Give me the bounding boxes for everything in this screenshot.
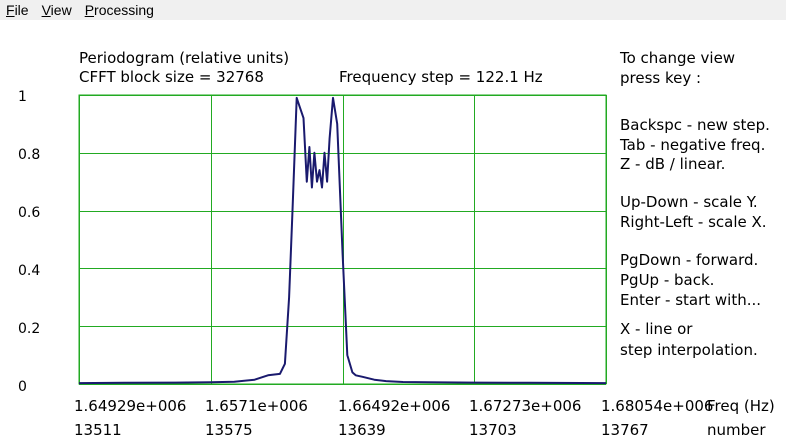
block-size-label: CFFT block size = 32768 xyxy=(79,68,264,86)
y-tick-label: 0.8 xyxy=(18,147,41,163)
help-line: Tab - negative freq. xyxy=(620,136,766,154)
chart-title: Periodogram (relative units) xyxy=(79,49,290,67)
x-tick-label: 1.68054e+006 xyxy=(601,397,714,415)
x-tick-label: 1.6571e+006 xyxy=(205,397,308,415)
menu-view[interactable]: View xyxy=(41,2,72,18)
menu-processing[interactable]: Processing xyxy=(84,2,154,18)
help-line: Backspc - new step. xyxy=(620,116,770,134)
help-line: Z - dB / linear. xyxy=(620,155,726,173)
y-tick-label: 0.6 xyxy=(18,205,41,221)
y-tick-label: 0.2 xyxy=(18,321,41,337)
menu-file[interactable]: File xyxy=(6,2,29,18)
x-axis-label: Freq (Hz) xyxy=(707,397,775,415)
help-line: Right-Left - scale X. xyxy=(620,213,767,231)
bin-axis-label: number xyxy=(707,421,766,439)
x-tick-label: 1.66492e+006 xyxy=(338,397,451,415)
help-line: X - line or xyxy=(620,320,693,338)
frequency-step-label: Frequency step = 122.1 Hz xyxy=(339,68,543,86)
x-tick-label: 1.67273e+006 xyxy=(469,397,582,415)
help-line: Up-Down - scale Y. xyxy=(620,193,758,211)
help-line: To change view xyxy=(620,49,736,67)
help-line: step interpolation. xyxy=(620,341,758,359)
bin-tick-label: 13511 xyxy=(74,421,122,439)
periodogram-line xyxy=(78,96,607,385)
menu-bar: File View Processing xyxy=(0,0,786,20)
y-tick-label: 0.4 xyxy=(18,263,41,279)
x-tick-label: 1.64929e+006 xyxy=(74,397,187,415)
help-line: PgUp - back. xyxy=(620,271,715,289)
help-line: Enter - start with... xyxy=(620,291,762,309)
y-tick-label: 0 xyxy=(18,379,27,395)
bin-tick-label: 13575 xyxy=(205,421,253,439)
y-tick-label: 1 xyxy=(18,89,27,105)
bin-tick-label: 13767 xyxy=(601,421,649,439)
help-line: PgDown - forward. xyxy=(620,251,759,269)
bin-tick-label: 13703 xyxy=(469,421,517,439)
bin-tick-label: 13639 xyxy=(338,421,386,439)
help-line: press key : xyxy=(620,69,702,87)
